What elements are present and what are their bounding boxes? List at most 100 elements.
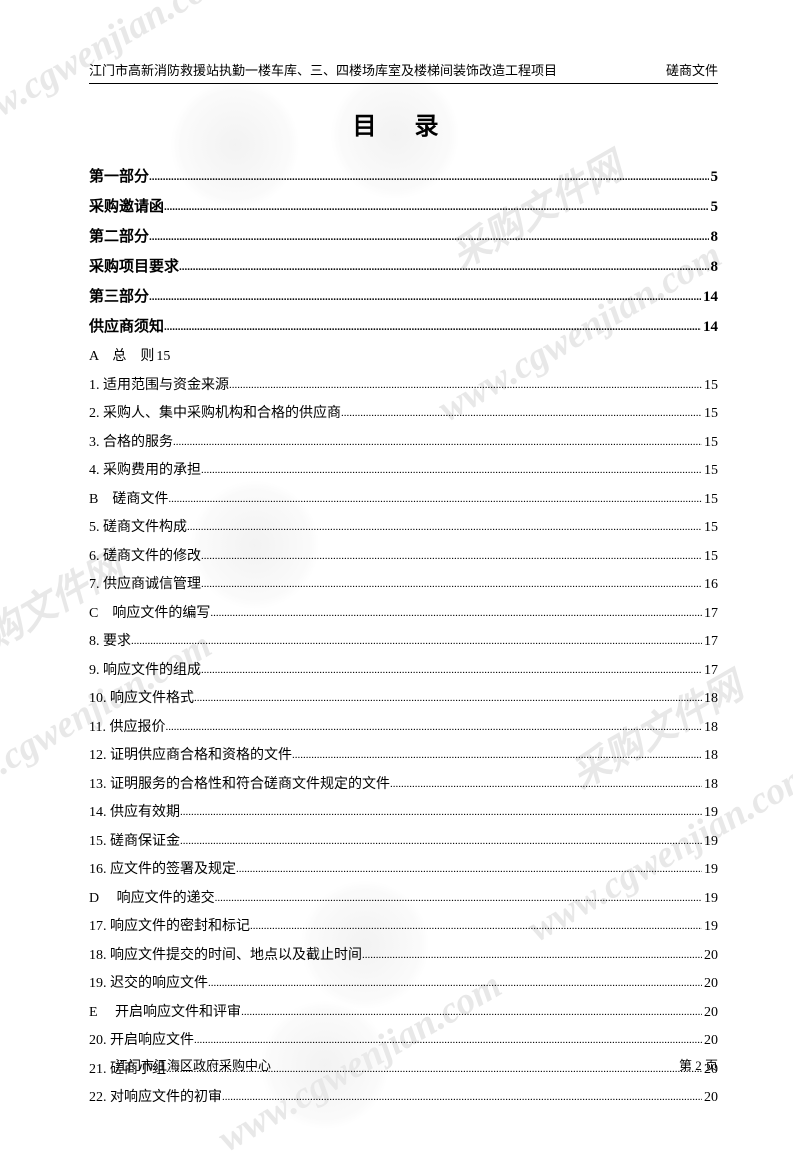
- toc-entry-label: A 总 则: [89, 345, 154, 365]
- toc-entry-page: 15: [702, 378, 718, 394]
- toc-entry-page: 15: [702, 520, 718, 536]
- toc-entry: D 响应文件的递交 19: [89, 887, 718, 907]
- toc-entry-page: 15: [702, 549, 718, 565]
- toc-dots: [341, 407, 702, 419]
- toc-entry-page: 19: [702, 891, 718, 907]
- toc-entry: 第三部分14: [89, 285, 718, 306]
- toc-entry-page: 19: [702, 834, 718, 850]
- toc-entry-label: 4. 采购费用的承担: [89, 459, 201, 479]
- toc-dots: [201, 664, 702, 676]
- toc-dots: [166, 1063, 702, 1075]
- toc-entry-page: 17: [702, 606, 718, 622]
- toc-entry-label: 22. 对响应文件的初审: [89, 1086, 222, 1106]
- toc-entry: 13. 证明服务的合格性和符合磋商文件规定的文件 18: [89, 773, 718, 793]
- toc-entry-label: 9. 响应文件的组成: [89, 659, 201, 679]
- toc-entry: 22. 对响应文件的初审 20: [89, 1086, 718, 1106]
- toc-entry-page: 20: [702, 1033, 718, 1049]
- toc-dots: [292, 749, 702, 761]
- table-of-contents: 第一部分5采购邀请函5第二部分8采购项目要求8第三部分14供应商须知14A 总 …: [89, 165, 718, 1106]
- toc-dots: [222, 1091, 702, 1103]
- toc-entry-page: 8: [709, 259, 719, 276]
- header-right: 磋商文件: [666, 60, 718, 79]
- toc-dots: [201, 550, 702, 562]
- toc-entry-page: 18: [702, 748, 718, 764]
- toc-entry-page: 5: [709, 199, 719, 216]
- toc-entry: 第一部分5: [89, 165, 718, 186]
- toc-entry: 18. 响应文件提交的时间、地点以及截止时间 20: [89, 944, 718, 964]
- toc-dots: [173, 436, 702, 448]
- toc-entry-page: 15: [702, 406, 718, 422]
- toc-entry-page: 20: [702, 948, 718, 964]
- toc-entry-label: 17. 响应文件的密封和标记: [89, 915, 250, 935]
- header-left: 江门市高新消防救援站执勤一楼车库、三、四楼场库室及楼梯间装饰改造工程项目: [89, 60, 557, 79]
- toc-entry-label: 13. 证明服务的合格性和符合磋商文件规定的文件: [89, 773, 390, 793]
- toc-dots: [149, 231, 708, 243]
- toc-entry-page: 20: [702, 976, 718, 992]
- toc-entry: 1. 适用范围与资金来源 15: [89, 374, 718, 394]
- toc-dots: [149, 291, 701, 303]
- toc-entry-label: 16. 应文件的签署及规定: [89, 858, 236, 878]
- toc-entry: A 总 则15: [89, 345, 718, 365]
- toc-entry-page: 20: [702, 1005, 718, 1021]
- toc-entry: 供应商须知 14: [89, 315, 718, 336]
- toc-entry: 15. 磋商保证金 19: [89, 830, 718, 850]
- toc-entry-page: 19: [702, 919, 718, 935]
- toc-entry-page: 20: [702, 1090, 718, 1106]
- toc-dots: [362, 949, 702, 961]
- toc-entry: B 磋商文件15: [89, 488, 718, 508]
- toc-dots: [194, 692, 702, 704]
- toc-entry: 4. 采购费用的承担 15: [89, 459, 718, 479]
- toc-dots: [164, 201, 708, 213]
- toc-entry-page: 15: [702, 435, 718, 451]
- toc-entry-page: 19: [702, 805, 718, 821]
- toc-entry-label: C 响应文件的编写: [89, 602, 210, 622]
- toc-entry: 采购项目要求8: [89, 255, 718, 276]
- toc-dots: [194, 1034, 702, 1046]
- toc-dots: [215, 892, 702, 904]
- toc-entry-label: D 响应文件的递交: [89, 887, 215, 907]
- toc-entry: 19. 迟交的响应文件20: [89, 972, 718, 992]
- toc-dots: [180, 806, 702, 818]
- toc-entry-page: 16: [702, 577, 718, 593]
- toc-dots: [201, 464, 702, 476]
- toc-entry-page: 18: [702, 777, 718, 793]
- toc-entry: C 响应文件的编写 17: [89, 602, 718, 622]
- toc-dots: [210, 607, 702, 619]
- toc-entry-label: 5. 磋商文件构成: [89, 516, 187, 536]
- toc-entry: 10. 响应文件格式18: [89, 687, 718, 707]
- toc-entry-label: 15. 磋商保证金: [89, 830, 180, 850]
- toc-entry: 20. 开启响应文件 20: [89, 1029, 718, 1049]
- toc-dots: [187, 521, 702, 533]
- toc-entry-page: 15: [156, 349, 170, 365]
- toc-entry: 采购邀请函5: [89, 195, 718, 216]
- toc-entry-label: 第一部分: [89, 165, 149, 186]
- toc-entry-page: 20: [702, 1062, 718, 1078]
- toc-entry-label: 供应商须知: [89, 315, 164, 336]
- toc-dots: [390, 778, 702, 790]
- toc-entry-label: 2. 采购人、集中采购机构和合格的供应商: [89, 402, 341, 422]
- toc-entry: 17. 响应文件的密封和标记 19: [89, 915, 718, 935]
- toc-entry: 第二部分8: [89, 225, 718, 246]
- toc-dots: [165, 721, 702, 733]
- toc-entry-label: 14. 供应有效期: [89, 801, 180, 821]
- toc-entry: 14. 供应有效期 19: [89, 801, 718, 821]
- toc-entry-label: 20. 开启响应文件: [89, 1029, 194, 1049]
- toc-entry: 2. 采购人、集中采购机构和合格的供应商 15: [89, 402, 718, 422]
- toc-entry-page: 15: [702, 492, 718, 508]
- toc-entry-page: 15: [702, 463, 718, 479]
- toc-entry-label: 7. 供应商诚信管理: [89, 573, 201, 593]
- toc-entry: 12. 证明供应商合格和资格的文件18: [89, 744, 718, 764]
- toc-entry: 3. 合格的服务15: [89, 431, 718, 451]
- toc-entry-label: 第三部分: [89, 285, 149, 306]
- toc-entry-page: 18: [702, 691, 718, 707]
- toc-entry-page: 14: [701, 319, 718, 336]
- toc-entry: 8. 要求17: [89, 630, 718, 650]
- toc-dots: [168, 493, 702, 505]
- toc-entry-label: 6. 磋商文件的修改: [89, 545, 201, 565]
- toc-entry-page: 18: [702, 720, 718, 736]
- toc-dots: [131, 635, 702, 647]
- toc-entry-page: 19: [702, 862, 718, 878]
- toc-entry-label: 18. 响应文件提交的时间、地点以及截止时间: [89, 944, 362, 964]
- toc-entry-label: 1. 适用范围与资金来源: [89, 374, 229, 394]
- toc-entry: 6. 磋商文件的修改 15: [89, 545, 718, 565]
